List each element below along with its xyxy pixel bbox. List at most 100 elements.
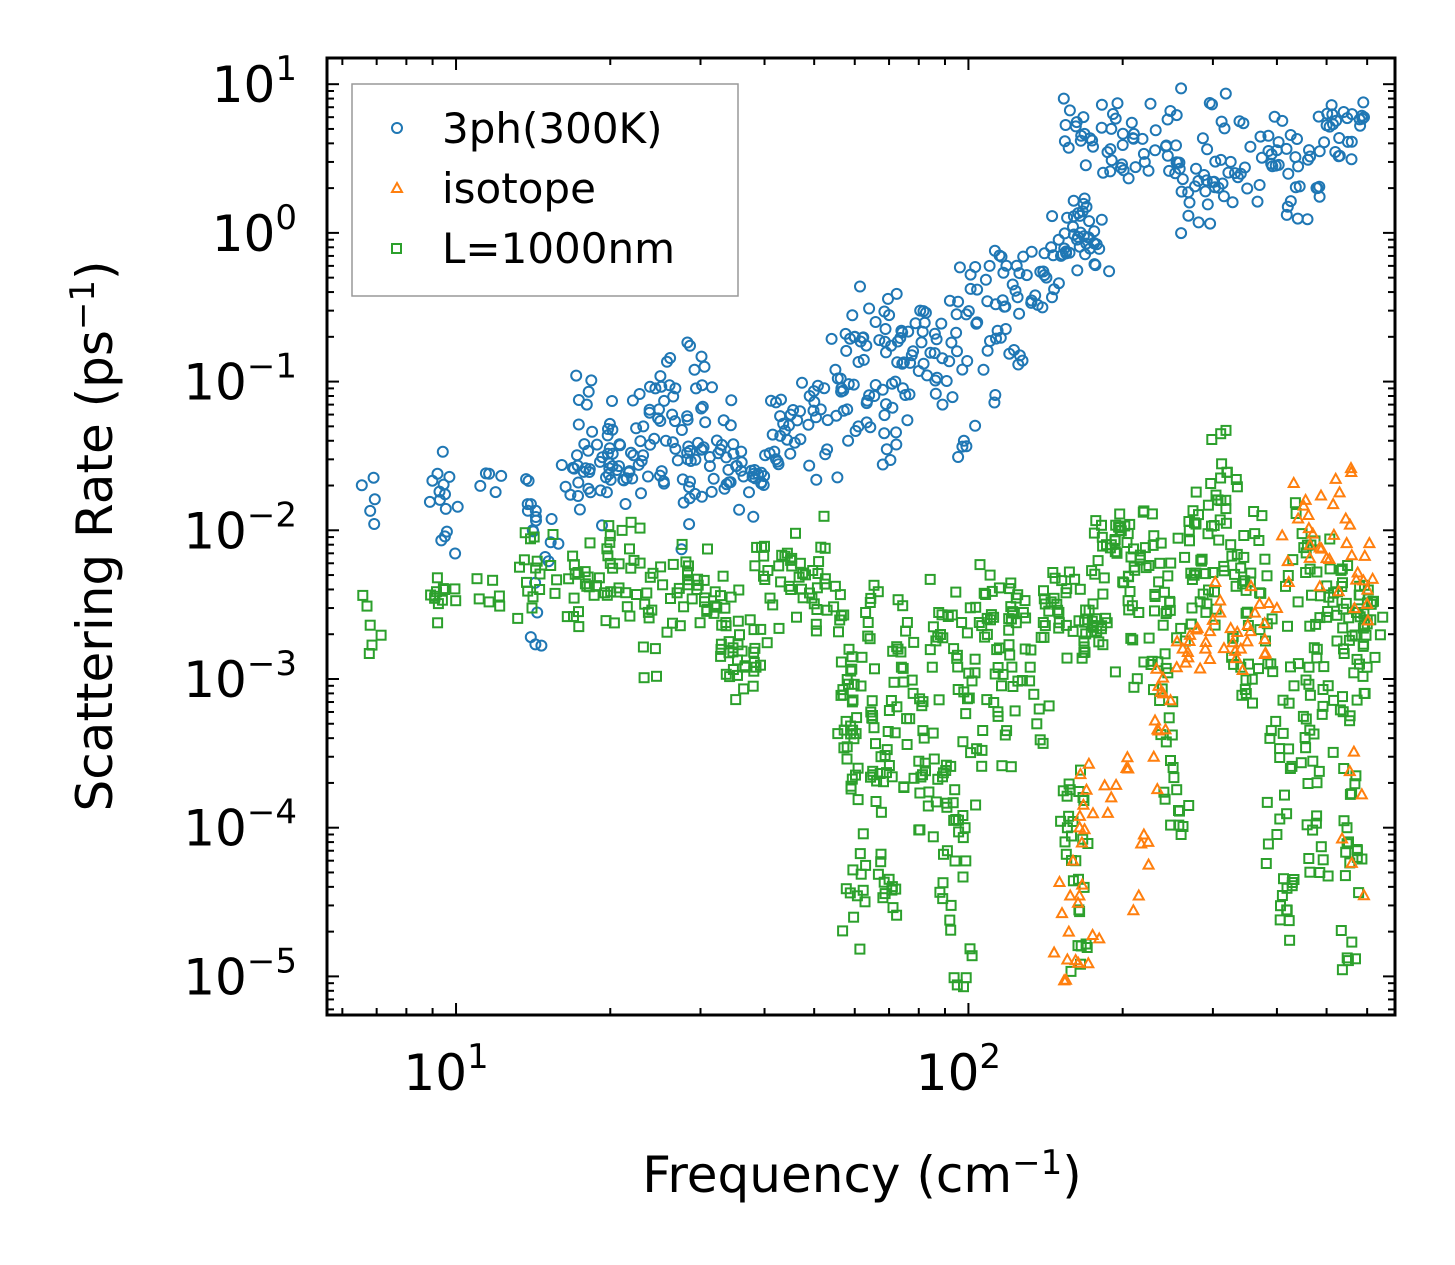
data-point-boundary bbox=[864, 633, 876, 645]
data-point-boundary bbox=[748, 624, 760, 636]
data-point-boundary bbox=[1281, 904, 1293, 916]
data-point-boundary bbox=[1301, 819, 1313, 831]
data-point-boundary bbox=[631, 589, 642, 600]
data-point-3ph bbox=[1276, 114, 1289, 127]
data-point-boundary bbox=[937, 893, 949, 905]
data-point-boundary bbox=[1292, 658, 1304, 670]
data-point-isotope bbox=[1347, 744, 1361, 757]
data-point-3ph bbox=[1061, 211, 1074, 224]
data-point-boundary bbox=[844, 887, 856, 899]
data-point-boundary bbox=[1168, 772, 1180, 784]
data-point-isotope bbox=[1217, 641, 1231, 654]
data-point-3ph bbox=[904, 356, 917, 369]
data-point-boundary bbox=[694, 617, 706, 629]
data-point-boundary bbox=[1335, 925, 1347, 936]
data-point-boundary bbox=[357, 589, 369, 601]
data-point-boundary bbox=[949, 784, 961, 796]
data-point-boundary bbox=[808, 598, 820, 610]
data-point-boundary bbox=[881, 767, 892, 779]
legend-label-isotope: isotope bbox=[442, 164, 596, 213]
data-point-3ph bbox=[1088, 258, 1101, 271]
data-point-isotope bbox=[1356, 573, 1371, 586]
data-point-boundary bbox=[1262, 838, 1274, 850]
data-point-boundary bbox=[1171, 784, 1183, 796]
data-point-boundary bbox=[1358, 608, 1370, 620]
data-point-isotope bbox=[1241, 617, 1255, 630]
data-point-boundary bbox=[1261, 570, 1273, 582]
data-point-boundary bbox=[1025, 644, 1037, 656]
data-point-boundary bbox=[1028, 688, 1040, 700]
data-point-boundary bbox=[526, 602, 538, 614]
legend: 3ph(300K) isotope L=1000nm bbox=[351, 83, 739, 297]
data-point-3ph bbox=[654, 370, 667, 383]
data-point-boundary bbox=[667, 558, 679, 570]
data-point-3ph bbox=[969, 419, 982, 432]
data-point-3ph bbox=[879, 323, 892, 335]
data-point-boundary bbox=[1349, 629, 1361, 641]
data-point-3ph bbox=[1104, 143, 1117, 156]
data-point-3ph bbox=[774, 429, 787, 442]
data-point-3ph bbox=[1304, 150, 1317, 163]
data-point-boundary bbox=[1337, 691, 1348, 703]
data-point-3ph bbox=[524, 631, 537, 644]
data-point-3ph bbox=[891, 356, 904, 369]
data-point-boundary bbox=[1179, 551, 1191, 563]
data-point-3ph bbox=[810, 411, 822, 424]
data-point-3ph bbox=[1209, 155, 1222, 168]
data-point-isotope bbox=[1281, 554, 1295, 567]
data-point-isotope bbox=[1073, 808, 1087, 821]
data-point-3ph bbox=[530, 514, 542, 527]
data-point-boundary bbox=[859, 896, 871, 908]
data-point-isotope bbox=[1203, 624, 1217, 637]
data-point-boundary bbox=[1299, 732, 1311, 743]
data-point-boundary bbox=[724, 671, 736, 683]
data-point-isotope bbox=[1287, 475, 1301, 488]
data-point-boundary bbox=[840, 715, 852, 727]
data-point-3ph bbox=[1109, 112, 1122, 125]
data-point-isotope bbox=[1076, 797, 1091, 810]
data-point-isotope bbox=[1362, 536, 1377, 549]
data-point-boundary bbox=[1206, 434, 1218, 445]
data-point-3ph bbox=[1164, 105, 1177, 117]
data-point-isotope bbox=[1275, 528, 1289, 541]
data-point-boundary bbox=[951, 649, 963, 661]
data-point-3ph bbox=[1020, 269, 1033, 282]
series-square bbox=[357, 424, 1389, 993]
data-point-3ph bbox=[936, 398, 949, 411]
data-point-3ph bbox=[591, 438, 603, 451]
y-tick-label: 101 bbox=[212, 49, 297, 114]
data-point-boundary bbox=[1143, 632, 1155, 644]
data-point-boundary bbox=[1210, 489, 1222, 501]
data-point-isotope bbox=[1331, 584, 1346, 597]
data-point-isotope bbox=[1339, 511, 1353, 524]
data-point-boundary bbox=[773, 622, 785, 634]
data-point-boundary bbox=[1128, 543, 1139, 555]
data-point-boundary bbox=[953, 814, 964, 826]
data-point-boundary bbox=[665, 593, 676, 604]
data-point-boundary bbox=[1060, 848, 1072, 860]
data-point-3ph bbox=[1025, 294, 1038, 307]
data-point-isotope bbox=[1349, 572, 1363, 585]
data-point-boundary bbox=[1075, 764, 1086, 776]
data-point-3ph bbox=[1052, 277, 1065, 290]
data-point-boundary bbox=[1321, 611, 1333, 623]
data-point-isotope bbox=[1258, 632, 1272, 645]
data-point-boundary bbox=[1065, 965, 1077, 977]
data-point-3ph bbox=[979, 273, 992, 286]
data-point-3ph bbox=[733, 503, 746, 516]
data-point-isotope bbox=[1104, 790, 1118, 803]
data-point-isotope bbox=[1344, 461, 1358, 474]
data-point-3ph bbox=[1149, 144, 1162, 157]
data-point-boundary bbox=[613, 558, 625, 570]
data-point-boundary bbox=[974, 559, 986, 571]
data-point-boundary bbox=[1205, 478, 1217, 489]
data-point-3ph bbox=[1206, 98, 1218, 111]
data-point-boundary bbox=[785, 554, 797, 566]
y-tick-label: 100 bbox=[212, 198, 297, 263]
data-point-boundary bbox=[1097, 540, 1109, 552]
data-point-boundary bbox=[1165, 819, 1177, 831]
data-point-isotope bbox=[1258, 646, 1272, 660]
data-point-3ph bbox=[1127, 127, 1140, 140]
data-point-boundary bbox=[904, 713, 916, 725]
